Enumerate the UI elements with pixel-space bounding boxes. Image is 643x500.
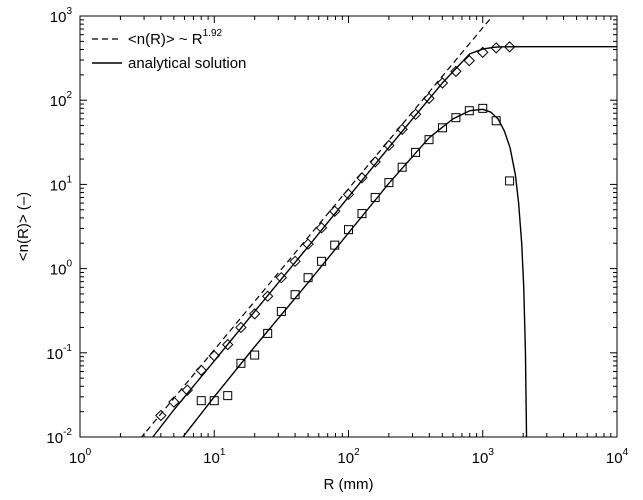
diamond-marker — [436, 77, 449, 89]
diamond-marker — [356, 172, 368, 184]
diamond-marker — [396, 123, 408, 136]
square-marker — [290, 290, 300, 300]
diamond-marker — [248, 308, 261, 320]
square-marker — [384, 178, 394, 188]
x-tick-label: 104 — [606, 447, 629, 467]
x-tick-label: 100 — [69, 447, 92, 467]
square-marker — [236, 358, 246, 368]
diamond-marker — [155, 409, 167, 422]
square-marker — [250, 350, 260, 360]
y-tick-label: 101 — [50, 174, 73, 194]
square-marker — [344, 225, 353, 235]
diamond-marker — [342, 188, 355, 201]
square-marker — [357, 209, 367, 219]
square-marker — [370, 192, 380, 202]
y-tick-label: 10-1 — [46, 343, 72, 363]
square-marker — [223, 391, 233, 401]
diamond-marker — [477, 46, 489, 59]
y-tick-label: 103 — [50, 6, 73, 26]
diamond-marker — [490, 42, 502, 54]
diamond-marker — [369, 156, 381, 168]
y-tick-label: 100 — [50, 259, 73, 279]
square-marker — [451, 113, 461, 123]
diamond-marker — [503, 41, 516, 53]
diamond-marker — [289, 255, 301, 268]
square-marker — [209, 396, 219, 406]
y-tick-label: 102 — [50, 90, 73, 110]
diamond-marker — [329, 205, 341, 217]
square-marker — [317, 256, 327, 266]
x-tick-label: 102 — [337, 447, 360, 467]
diamond-marker — [195, 364, 207, 376]
diamond-marker — [222, 338, 234, 351]
diamond-marker — [383, 139, 395, 152]
square-marker — [303, 273, 313, 283]
x-tick-label: 103 — [472, 447, 495, 467]
x-axis-label: R (mm) — [324, 476, 374, 493]
y-axis-label: <n(R)> (–) — [15, 192, 32, 261]
square-marker — [276, 306, 286, 316]
diamond-marker — [302, 238, 314, 250]
diamond-marker — [409, 108, 422, 121]
diamond-marker — [235, 321, 247, 334]
legend-powerlaw-label: <n(R)> ~ R1.92 — [128, 28, 223, 48]
square-marker — [330, 240, 340, 250]
square-marker — [196, 396, 206, 406]
legend-analytical-label: analytical solution — [128, 55, 246, 72]
square-marker — [491, 116, 501, 126]
diamond-marker — [181, 384, 194, 396]
square-marker — [437, 123, 447, 133]
square-marker — [411, 147, 421, 157]
diamond-marker — [261, 290, 274, 302]
x-tick-label: 101 — [203, 447, 226, 467]
diamond-marker — [208, 350, 220, 362]
square-marker — [397, 162, 407, 172]
square-marker — [505, 176, 515, 186]
square-marker — [424, 135, 434, 145]
diamond-marker — [450, 65, 462, 78]
square-marker — [478, 103, 488, 113]
diamond-marker — [275, 271, 288, 284]
square-marker — [464, 106, 474, 116]
diamond-marker — [168, 396, 180, 408]
diamond-marker — [463, 54, 476, 67]
diamond-marker — [423, 92, 435, 105]
diamond-marker — [315, 222, 328, 234]
square-marker — [263, 328, 273, 338]
y-tick-label: 10-2 — [46, 427, 72, 447]
